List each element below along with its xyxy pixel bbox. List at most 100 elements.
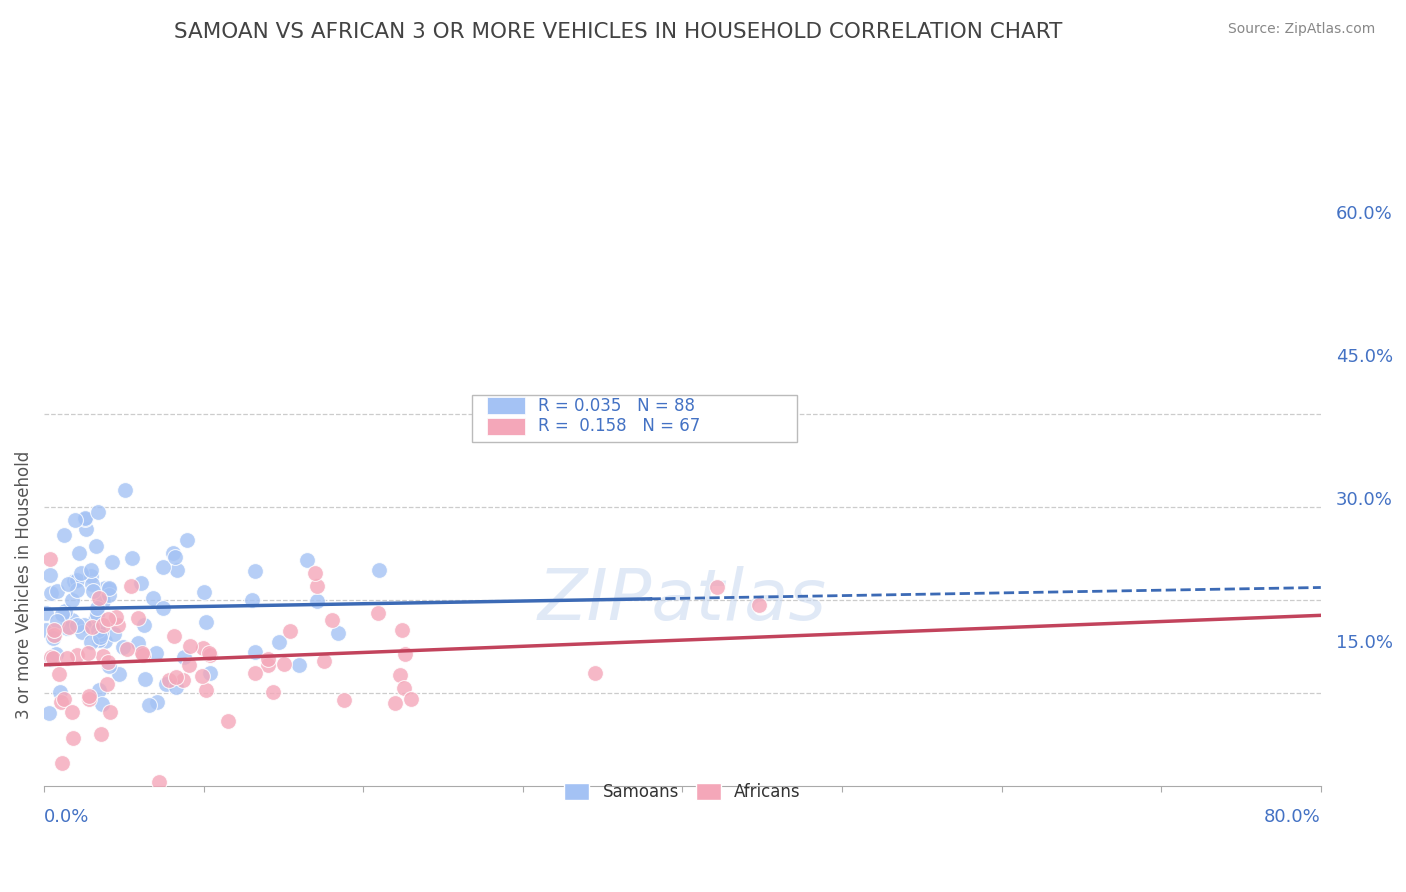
Point [38, 706, 60, 720]
Point [267, 635, 290, 649]
Point [49, 696, 72, 710]
Point [314, 654, 336, 668]
Point [384, 696, 406, 710]
Point [198, 648, 221, 662]
Point [115, 642, 138, 657]
Point [399, 692, 422, 706]
Point [58, 620, 80, 634]
Point [368, 563, 391, 577]
Point [89, 630, 111, 644]
Point [179, 639, 201, 653]
Point [176, 533, 198, 547]
Point [198, 666, 221, 681]
Point [107, 617, 129, 632]
Point [87, 683, 110, 698]
Point [132, 648, 155, 663]
Point [65, 583, 87, 598]
Point [51, 607, 73, 622]
Point [39, 568, 62, 582]
Point [87, 591, 110, 605]
Point [52, 691, 75, 706]
Point [53, 528, 76, 542]
Legend: Samoans, Africans: Samoans, Africans [558, 776, 807, 807]
Point [287, 658, 309, 673]
Point [111, 640, 134, 654]
Point [152, 600, 174, 615]
Point [98, 659, 121, 673]
Point [243, 565, 266, 579]
Point [321, 613, 343, 627]
Point [48, 667, 70, 681]
Point [114, 483, 136, 498]
Point [56, 621, 79, 635]
Point [89, 632, 111, 647]
Point [257, 657, 280, 672]
Point [129, 576, 152, 591]
Point [172, 673, 194, 688]
Point [82, 583, 104, 598]
Point [96, 677, 118, 691]
Text: ZIPatlas: ZIPatlas [538, 566, 827, 635]
Point [706, 580, 728, 594]
Point [60, 705, 83, 719]
Point [165, 680, 187, 694]
Point [70, 566, 93, 581]
Point [278, 624, 301, 638]
Point [73, 511, 96, 525]
Point [191, 669, 214, 683]
Text: Source: ZipAtlas.com: Source: ZipAtlas.com [1227, 22, 1375, 37]
Point [256, 651, 278, 665]
Point [94, 633, 117, 648]
Point [62, 731, 84, 746]
Point [177, 658, 200, 673]
Text: SAMOAN VS AFRICAN 3 OR MORE VEHICLES IN HOUSEHOLD CORRELATION CHART: SAMOAN VS AFRICAN 3 OR MORE VEHICLES IN … [174, 22, 1063, 42]
Point [193, 585, 215, 599]
Point [127, 611, 149, 625]
Point [75, 522, 97, 536]
Point [367, 606, 389, 620]
Point [305, 579, 328, 593]
Point [162, 546, 184, 560]
Y-axis label: 3 or more Vehicles in Household: 3 or more Vehicles in Household [15, 450, 32, 719]
Point [66, 573, 89, 587]
Point [60, 613, 83, 627]
Point [39, 649, 62, 664]
Point [53, 604, 76, 618]
Point [165, 670, 187, 684]
Text: 15.0%: 15.0% [1336, 633, 1393, 652]
Point [98, 587, 121, 601]
Point [80, 620, 103, 634]
Point [101, 555, 124, 569]
Point [243, 665, 266, 680]
Point [145, 646, 167, 660]
Point [388, 668, 411, 682]
Point [97, 612, 120, 626]
Point [41, 631, 63, 645]
Point [80, 569, 103, 583]
FancyBboxPatch shape [486, 397, 526, 414]
Point [77, 689, 100, 703]
Point [91, 648, 114, 663]
Text: 30.0%: 30.0% [1336, 491, 1393, 508]
Point [163, 549, 186, 564]
Point [96, 656, 118, 670]
Point [194, 683, 217, 698]
FancyBboxPatch shape [486, 418, 526, 434]
Point [173, 650, 195, 665]
Point [91, 697, 114, 711]
Point [273, 657, 295, 671]
Point [66, 648, 89, 662]
Point [304, 566, 326, 581]
Point [93, 594, 115, 608]
Point [39, 586, 62, 600]
Point [42, 623, 65, 637]
Point [394, 681, 416, 696]
Point [45, 583, 67, 598]
Text: 60.0%: 60.0% [1336, 205, 1393, 223]
Point [72, 625, 94, 640]
Point [391, 624, 413, 638]
Point [163, 628, 186, 642]
Point [80, 635, 103, 649]
Point [127, 636, 149, 650]
Point [98, 705, 121, 719]
